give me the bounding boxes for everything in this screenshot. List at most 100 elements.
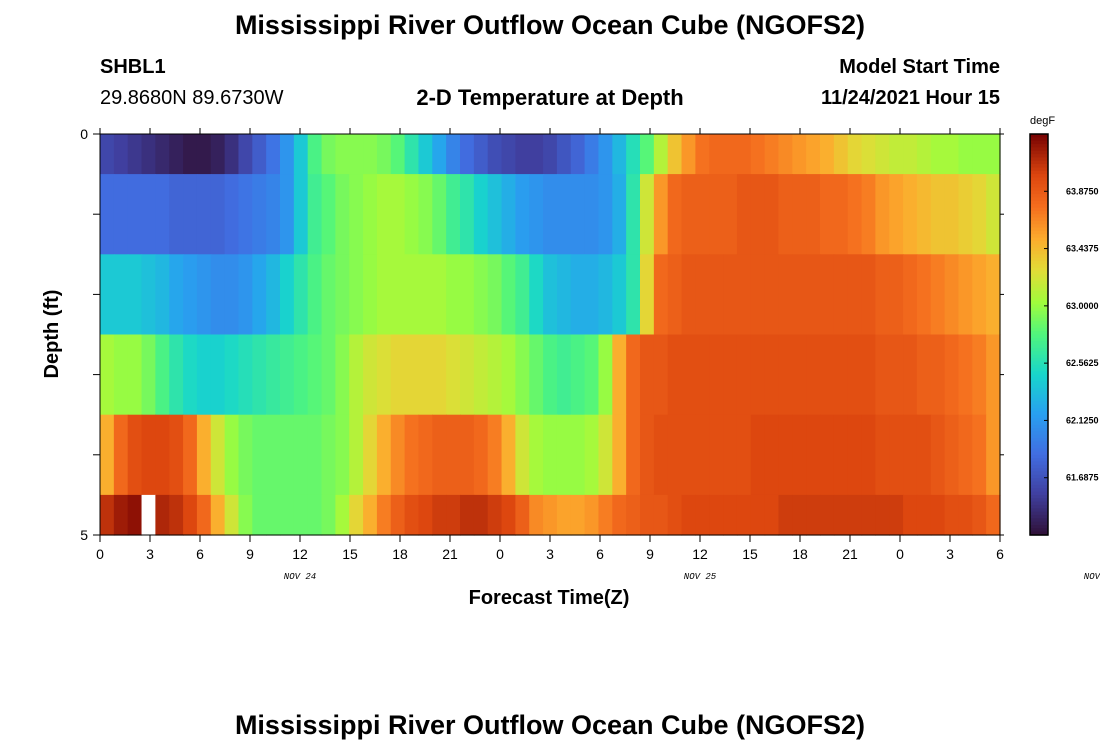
heatmap-cell (930, 254, 946, 336)
heatmap-cell (446, 134, 461, 175)
x-tick-label: 3 (546, 546, 554, 562)
colorbar-swatch (1030, 307, 1048, 312)
heatmap-cell (349, 414, 364, 496)
heatmap-cell (916, 134, 932, 175)
heatmap-cell (141, 174, 156, 255)
heatmap-cell (667, 414, 683, 496)
heatmap-cell (681, 334, 696, 416)
heatmap-cell (889, 414, 904, 496)
heatmap-cell (141, 134, 156, 175)
x-tick-label: 21 (442, 546, 458, 562)
heatmap-cell (986, 494, 1001, 536)
heatmap-cell (321, 254, 336, 336)
heatmap-cell (252, 134, 267, 175)
colorbar-swatch (1030, 210, 1048, 215)
colorbar-swatch (1030, 200, 1048, 205)
colorbar-swatch (1030, 511, 1048, 516)
heatmap-cell (169, 174, 184, 255)
heatmap-cell (944, 334, 960, 416)
heatmap-cell (723, 254, 738, 336)
colorbar-swatch (1030, 518, 1048, 523)
heatmap-cell (155, 334, 170, 416)
colorbar-swatch (1030, 274, 1048, 279)
heatmap-cell (792, 334, 807, 416)
heatmap-cell (183, 174, 198, 255)
heatmap-cell (750, 414, 766, 496)
heatmap-cell (155, 254, 170, 336)
heatmap-cell (293, 174, 309, 255)
heatmap-cell (584, 134, 600, 175)
heatmap-cell (778, 494, 793, 536)
heatmap-cell (736, 134, 752, 175)
heatmap-cell (723, 174, 738, 255)
colorbar-swatch (1030, 494, 1048, 499)
colorbar-swatch (1030, 374, 1048, 379)
heatmap-cell (473, 494, 489, 536)
colorbar-swatch (1030, 377, 1048, 382)
heatmap-cell (307, 494, 323, 536)
heatmap-cell (626, 414, 641, 496)
colorbar-swatch (1030, 484, 1048, 489)
colorbar-swatch (1030, 444, 1048, 449)
heatmap-cell (543, 334, 558, 416)
colorbar-swatch (1030, 334, 1048, 339)
heatmap-cell (196, 334, 212, 416)
heatmap-cell (792, 414, 807, 496)
heatmap-cell (238, 494, 253, 536)
colorbar-swatch (1030, 454, 1048, 459)
heatmap-cell (930, 134, 946, 175)
heatmap-cell (543, 494, 558, 536)
colorbar-swatch (1030, 488, 1048, 493)
heatmap-cell (695, 134, 710, 175)
heatmap-cell (376, 414, 392, 496)
heatmap-cell (944, 254, 960, 336)
colorbar-swatch (1030, 281, 1048, 285)
heatmap-cell (210, 134, 226, 175)
heatmap-cell (875, 414, 890, 496)
heatmap-cell (529, 254, 544, 336)
heatmap-cell (335, 174, 350, 255)
heatmap-cell (529, 174, 544, 255)
heatmap-cell (681, 414, 696, 496)
heatmap-cell (307, 174, 323, 255)
colorbar-swatch (1030, 137, 1048, 142)
heatmap-cell (293, 334, 309, 416)
heatmap-cell (349, 254, 364, 336)
colorbar: 63.8750 63.4375 63.0000 62.5625 62.1250 61.68… (1029, 133, 1099, 536)
heatmap-cell (196, 174, 212, 255)
heatmap-cell (889, 254, 904, 336)
colorbar-swatch (1030, 528, 1048, 533)
colorbar-swatch (1030, 204, 1048, 209)
colorbar-swatch (1030, 194, 1048, 199)
heatmap-cell (446, 174, 461, 255)
heatmap-cell (501, 174, 516, 255)
heatmap-cell (667, 254, 683, 336)
heatmap-cell (100, 494, 115, 536)
heatmap-cell (861, 174, 876, 255)
heatmap-cell (446, 494, 461, 536)
heatmap-cell (349, 334, 364, 416)
heatmap-cell (460, 174, 475, 255)
colorbar-swatch (1030, 381, 1048, 386)
heatmap-cell (695, 254, 710, 336)
heatmap-cell (598, 334, 613, 416)
station-id: SHBL1 (100, 56, 166, 78)
colorbar-swatch (1030, 361, 1048, 366)
heatmap-cell (556, 494, 572, 536)
colorbar-swatch (1030, 524, 1048, 529)
heatmap-cell (556, 134, 572, 175)
heatmap-cell (640, 134, 655, 175)
colorbar-swatch (1030, 434, 1048, 439)
page-title: Mississippi River Outflow Ocean Cube (NG… (234, 10, 866, 40)
colorbar-swatch (1030, 464, 1048, 469)
heatmap-cell (653, 334, 669, 416)
heatmap-cell (446, 414, 461, 496)
colorbar-swatch (1030, 344, 1048, 349)
heatmap-cell (736, 414, 752, 496)
y-axis-ticks: 05 (80, 126, 1004, 543)
colorbar-tick-label: 63.4375 (1066, 244, 1099, 254)
colorbar-swatch (1030, 478, 1048, 483)
x-tick-label: 3 (146, 546, 154, 562)
colorbar-swatch (1030, 254, 1048, 259)
heatmap-cell (944, 134, 960, 175)
